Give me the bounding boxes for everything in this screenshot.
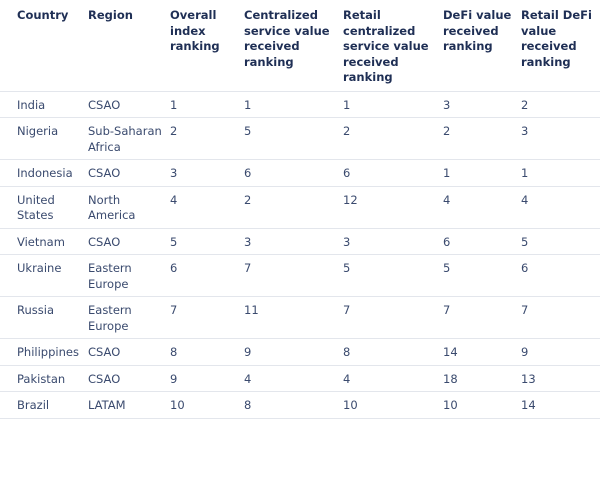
cell-defi-ranking: 5 xyxy=(443,254,521,297)
cell-region: LATAM xyxy=(88,391,170,419)
cell-retail-centralized-service-ranking: 3 xyxy=(343,228,443,255)
country-ranking-table: Country Region Overall index ranking Cen… xyxy=(0,0,600,419)
header-row: Country Region Overall index ranking Cen… xyxy=(0,0,600,92)
cell-retail-defi-ranking: 1 xyxy=(521,159,600,187)
cell-defi-ranking: 4 xyxy=(443,186,521,229)
cell-defi-ranking: 1 xyxy=(443,159,521,187)
cell-region: CSAO xyxy=(88,228,170,255)
column-header-retail-defi-ranking: Retail DeFi value received ranking xyxy=(521,0,600,92)
cell-overall-index-ranking: 2 xyxy=(170,117,244,160)
cell-defi-ranking: 7 xyxy=(443,296,521,339)
cell-retail-centralized-service-ranking: 8 xyxy=(343,338,443,366)
cell-region: Eastern Europe xyxy=(88,296,170,339)
table-row: Ukraine Eastern Europe 6 7 5 5 6 xyxy=(0,254,600,297)
cell-country: Russia xyxy=(0,296,88,339)
cell-defi-ranking: 2 xyxy=(443,117,521,160)
cell-retail-defi-ranking: 9 xyxy=(521,338,600,366)
cell-retail-centralized-service-ranking: 4 xyxy=(343,365,443,392)
cell-retail-defi-ranking: 2 xyxy=(521,91,600,118)
cell-defi-ranking: 18 xyxy=(443,365,521,392)
cell-country: Nigeria xyxy=(0,117,88,160)
cell-overall-index-ranking: 9 xyxy=(170,365,244,392)
cell-country: Philippines xyxy=(0,338,88,366)
cell-country: Vietnam xyxy=(0,228,88,255)
cell-overall-index-ranking: 6 xyxy=(170,254,244,297)
cell-retail-defi-ranking: 5 xyxy=(521,228,600,255)
cell-defi-ranking: 14 xyxy=(443,338,521,366)
cell-region: North America xyxy=(88,186,170,229)
cell-overall-index-ranking: 3 xyxy=(170,159,244,187)
column-header-overall-index-ranking: Overall index ranking xyxy=(170,0,244,92)
cell-centralized-service-ranking: 8 xyxy=(244,391,343,419)
cell-centralized-service-ranking: 4 xyxy=(244,365,343,392)
cell-retail-defi-ranking: 6 xyxy=(521,254,600,297)
cell-country: Ukraine xyxy=(0,254,88,297)
cell-centralized-service-ranking: 5 xyxy=(244,117,343,160)
table-row: Nigeria Sub-Saharan Africa 2 5 2 2 3 xyxy=(0,117,600,160)
cell-defi-ranking: 10 xyxy=(443,391,521,419)
cell-retail-centralized-service-ranking: 6 xyxy=(343,159,443,187)
cell-retail-centralized-service-ranking: 12 xyxy=(343,186,443,229)
cell-retail-defi-ranking: 14 xyxy=(521,391,600,419)
cell-retail-centralized-service-ranking: 2 xyxy=(343,117,443,160)
column-header-centralized-service-ranking: Centralized service value received ranki… xyxy=(244,0,343,92)
cell-country: India xyxy=(0,91,88,118)
cell-retail-defi-ranking: 3 xyxy=(521,117,600,160)
cell-region: CSAO xyxy=(88,365,170,392)
cell-overall-index-ranking: 7 xyxy=(170,296,244,339)
cell-retail-defi-ranking: 4 xyxy=(521,186,600,229)
table-row: United States North America 4 2 12 4 4 xyxy=(0,186,600,229)
cell-centralized-service-ranking: 9 xyxy=(244,338,343,366)
cell-retail-centralized-service-ranking: 5 xyxy=(343,254,443,297)
cell-retail-defi-ranking: 7 xyxy=(521,296,600,339)
column-header-defi-ranking: DeFi value received ranking xyxy=(443,0,521,92)
table-row: Indonesia CSAO 3 6 6 1 1 xyxy=(0,159,600,187)
cell-region: CSAO xyxy=(88,91,170,118)
cell-region: CSAO xyxy=(88,338,170,366)
cell-country: United States xyxy=(0,186,88,229)
table-row: Philippines CSAO 8 9 8 14 9 xyxy=(0,338,600,366)
table-header: Country Region Overall index ranking Cen… xyxy=(0,0,600,92)
cell-overall-index-ranking: 10 xyxy=(170,391,244,419)
cell-retail-centralized-service-ranking: 1 xyxy=(343,91,443,118)
cell-country: Pakistan xyxy=(0,365,88,392)
cell-region: Eastern Europe xyxy=(88,254,170,297)
cell-defi-ranking: 6 xyxy=(443,228,521,255)
cell-centralized-service-ranking: 2 xyxy=(244,186,343,229)
cell-region: CSAO xyxy=(88,159,170,187)
table-row: Pakistan CSAO 9 4 4 18 13 xyxy=(0,365,600,392)
cell-centralized-service-ranking: 7 xyxy=(244,254,343,297)
cell-overall-index-ranking: 8 xyxy=(170,338,244,366)
cell-country: Indonesia xyxy=(0,159,88,187)
cell-country: Brazil xyxy=(0,391,88,419)
column-header-country: Country xyxy=(0,0,88,92)
table-row: Vietnam CSAO 5 3 3 6 5 xyxy=(0,228,600,255)
cell-retail-centralized-service-ranking: 10 xyxy=(343,391,443,419)
cell-centralized-service-ranking: 6 xyxy=(244,159,343,187)
cell-retail-defi-ranking: 13 xyxy=(521,365,600,392)
cell-overall-index-ranking: 4 xyxy=(170,186,244,229)
table-row: Brazil LATAM 10 8 10 10 14 xyxy=(0,391,600,419)
cell-defi-ranking: 3 xyxy=(443,91,521,118)
cell-overall-index-ranking: 5 xyxy=(170,228,244,255)
cell-overall-index-ranking: 1 xyxy=(170,91,244,118)
column-header-retail-centralized-service-ranking: Retail centralized service value receive… xyxy=(343,0,443,92)
cell-centralized-service-ranking: 3 xyxy=(244,228,343,255)
cell-centralized-service-ranking: 1 xyxy=(244,91,343,118)
cell-retail-centralized-service-ranking: 7 xyxy=(343,296,443,339)
cell-region: Sub-Saharan Africa xyxy=(88,117,170,160)
cell-centralized-service-ranking: 11 xyxy=(244,296,343,339)
table-row: India CSAO 1 1 1 3 2 xyxy=(0,91,600,118)
table-body: India CSAO 1 1 1 3 2 Nigeria Sub-Saharan… xyxy=(0,91,600,419)
column-header-region: Region xyxy=(88,0,170,92)
table-row: Russia Eastern Europe 7 11 7 7 7 xyxy=(0,296,600,339)
